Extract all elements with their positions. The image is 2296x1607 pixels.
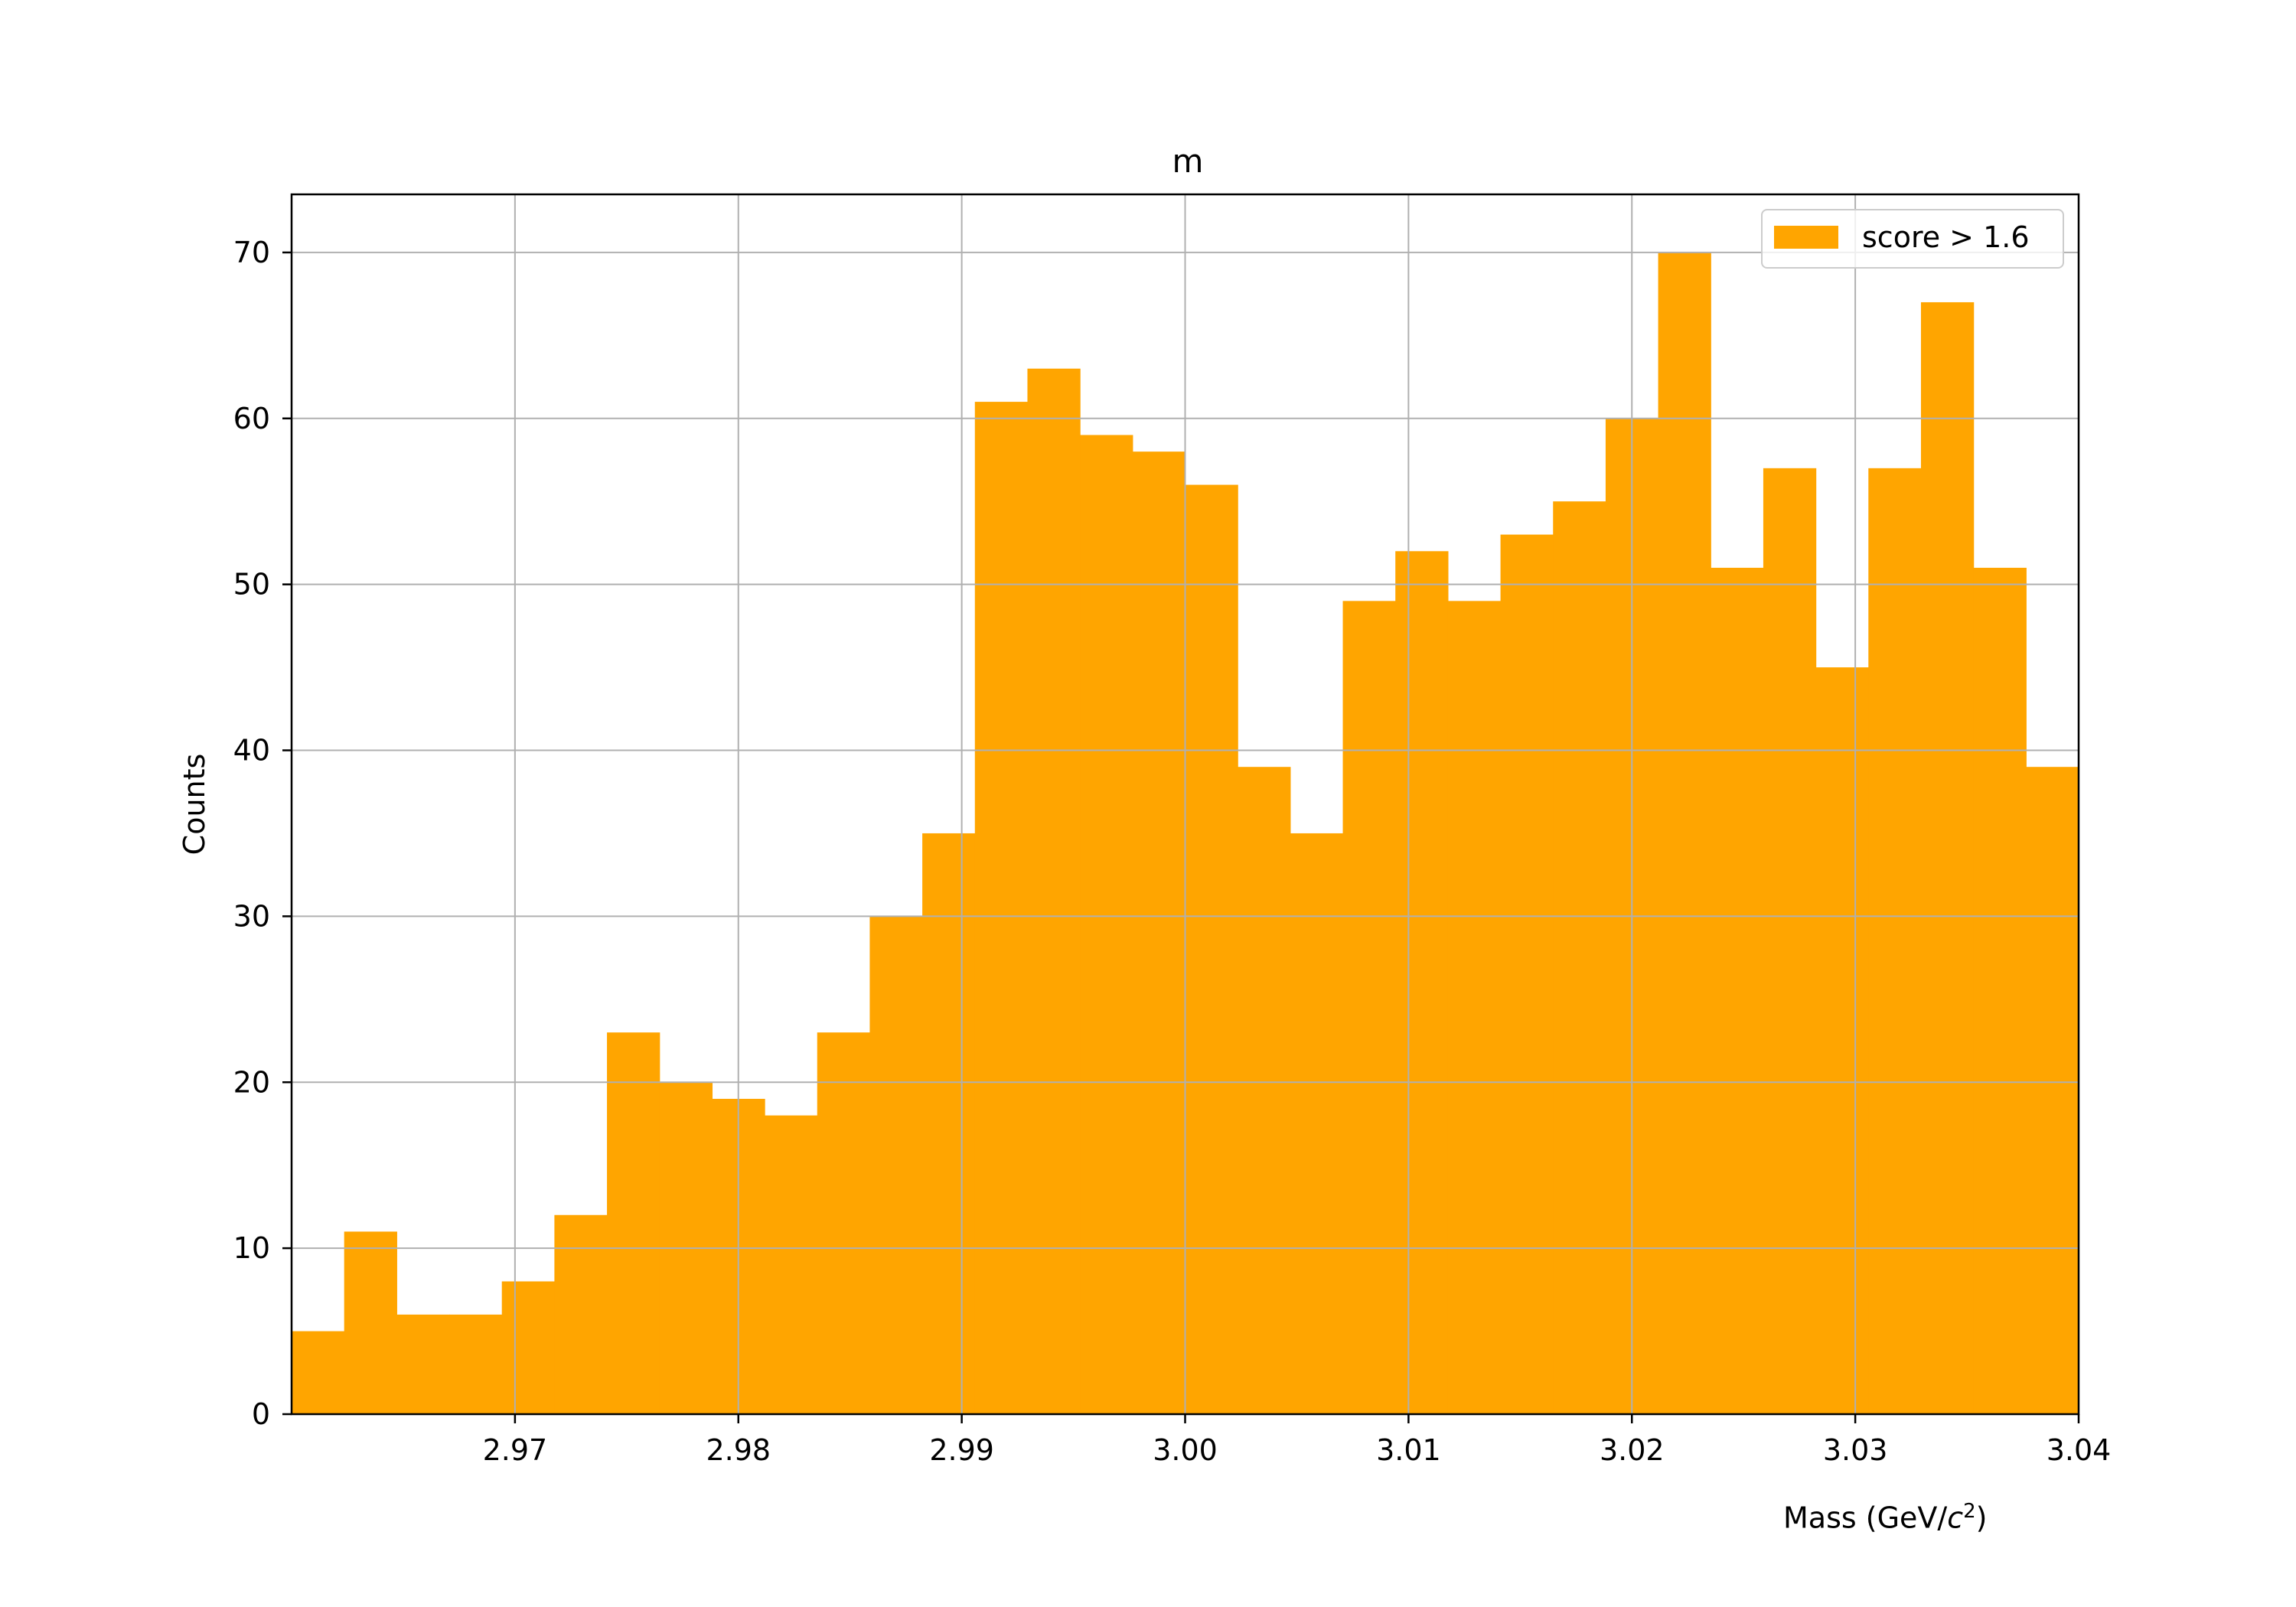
histogram-bar bbox=[344, 1231, 397, 1414]
y-tick-label: 20 bbox=[233, 1065, 270, 1099]
y-tick-label: 70 bbox=[233, 236, 270, 269]
histogram-bar bbox=[1973, 567, 2027, 1414]
histogram-bar bbox=[1185, 484, 1238, 1414]
y-tick-label: 30 bbox=[233, 899, 270, 933]
x-axis-label: Mass (GeV/c2) bbox=[1783, 1500, 2013, 1546]
x-tick-label: 3.00 bbox=[1153, 1433, 1218, 1467]
legend-label: score > 1.6 bbox=[1862, 220, 2030, 254]
x-axis-label-suffix: ) bbox=[1975, 1501, 1988, 1535]
histogram-bar bbox=[607, 1032, 660, 1414]
histogram-bar bbox=[1815, 667, 1869, 1414]
legend-box bbox=[1761, 209, 2064, 269]
histogram-bar bbox=[1132, 451, 1186, 1414]
histogram-bar bbox=[1920, 302, 1975, 1415]
histogram-bar bbox=[1290, 833, 1344, 1414]
histogram-bar bbox=[1868, 468, 1922, 1415]
histogram-bar bbox=[974, 402, 1029, 1415]
histogram-bar bbox=[501, 1281, 555, 1414]
histogram-bar bbox=[765, 1115, 818, 1414]
y-tick-label: 10 bbox=[233, 1231, 270, 1265]
x-tick-label: 3.04 bbox=[2047, 1433, 2112, 1467]
x-tick-label: 3.01 bbox=[1376, 1433, 1441, 1467]
y-tick-label: 40 bbox=[233, 734, 270, 768]
x-axis-ticks: 2.97 2.98 2.99 3.00 3.01 3.02 3.03 3.04 bbox=[483, 1414, 2112, 1467]
y-axis-label: Counts bbox=[178, 754, 211, 856]
histogram-bar bbox=[1658, 252, 1711, 1414]
histogram-bar bbox=[1500, 534, 1554, 1415]
histogram-bar bbox=[449, 1314, 503, 1414]
chart-title: m bbox=[1172, 142, 1204, 180]
x-tick-label: 3.02 bbox=[1600, 1433, 1665, 1467]
x-axis-label-exp: 2 bbox=[1963, 1500, 1976, 1523]
histogram-bar bbox=[292, 1331, 345, 1414]
histogram-bar bbox=[1553, 501, 1606, 1414]
y-axis-ticks: 0 10 20 30 40 50 60 70 bbox=[233, 236, 292, 1431]
y-tick-label: 0 bbox=[252, 1397, 270, 1431]
histogram-bar bbox=[1447, 601, 1502, 1415]
histogram-bar bbox=[1711, 567, 1764, 1414]
y-tick-label: 50 bbox=[233, 568, 270, 601]
x-tick-label: 2.99 bbox=[929, 1433, 994, 1467]
histogram-bar bbox=[817, 1032, 871, 1414]
histogram-bar bbox=[1763, 468, 1817, 1415]
histogram-bar bbox=[396, 1314, 450, 1414]
histogram-bar bbox=[1395, 551, 1449, 1414]
bars bbox=[292, 252, 2079, 1415]
legend-swatch bbox=[1774, 226, 1838, 249]
x-tick-label: 2.97 bbox=[483, 1433, 548, 1467]
x-tick-label: 3.03 bbox=[1823, 1433, 1888, 1467]
histogram-bar bbox=[1238, 767, 1291, 1414]
x-tick-label: 2.98 bbox=[706, 1433, 771, 1467]
histogram-bar bbox=[922, 833, 976, 1414]
histogram-bar bbox=[1080, 435, 1133, 1414]
x-axis-label-var: c bbox=[1947, 1501, 1964, 1535]
histogram-bar bbox=[869, 916, 923, 1414]
y-tick-label: 60 bbox=[233, 402, 270, 435]
legend: score > 1.6 bbox=[1761, 209, 2064, 269]
histogram-bar bbox=[554, 1214, 608, 1414]
x-axis-label-prefix: Mass (GeV/ bbox=[1783, 1501, 1948, 1535]
histogram-bar bbox=[2026, 767, 2079, 1414]
histogram-bar bbox=[1027, 368, 1081, 1414]
histogram-bar bbox=[1342, 601, 1396, 1415]
